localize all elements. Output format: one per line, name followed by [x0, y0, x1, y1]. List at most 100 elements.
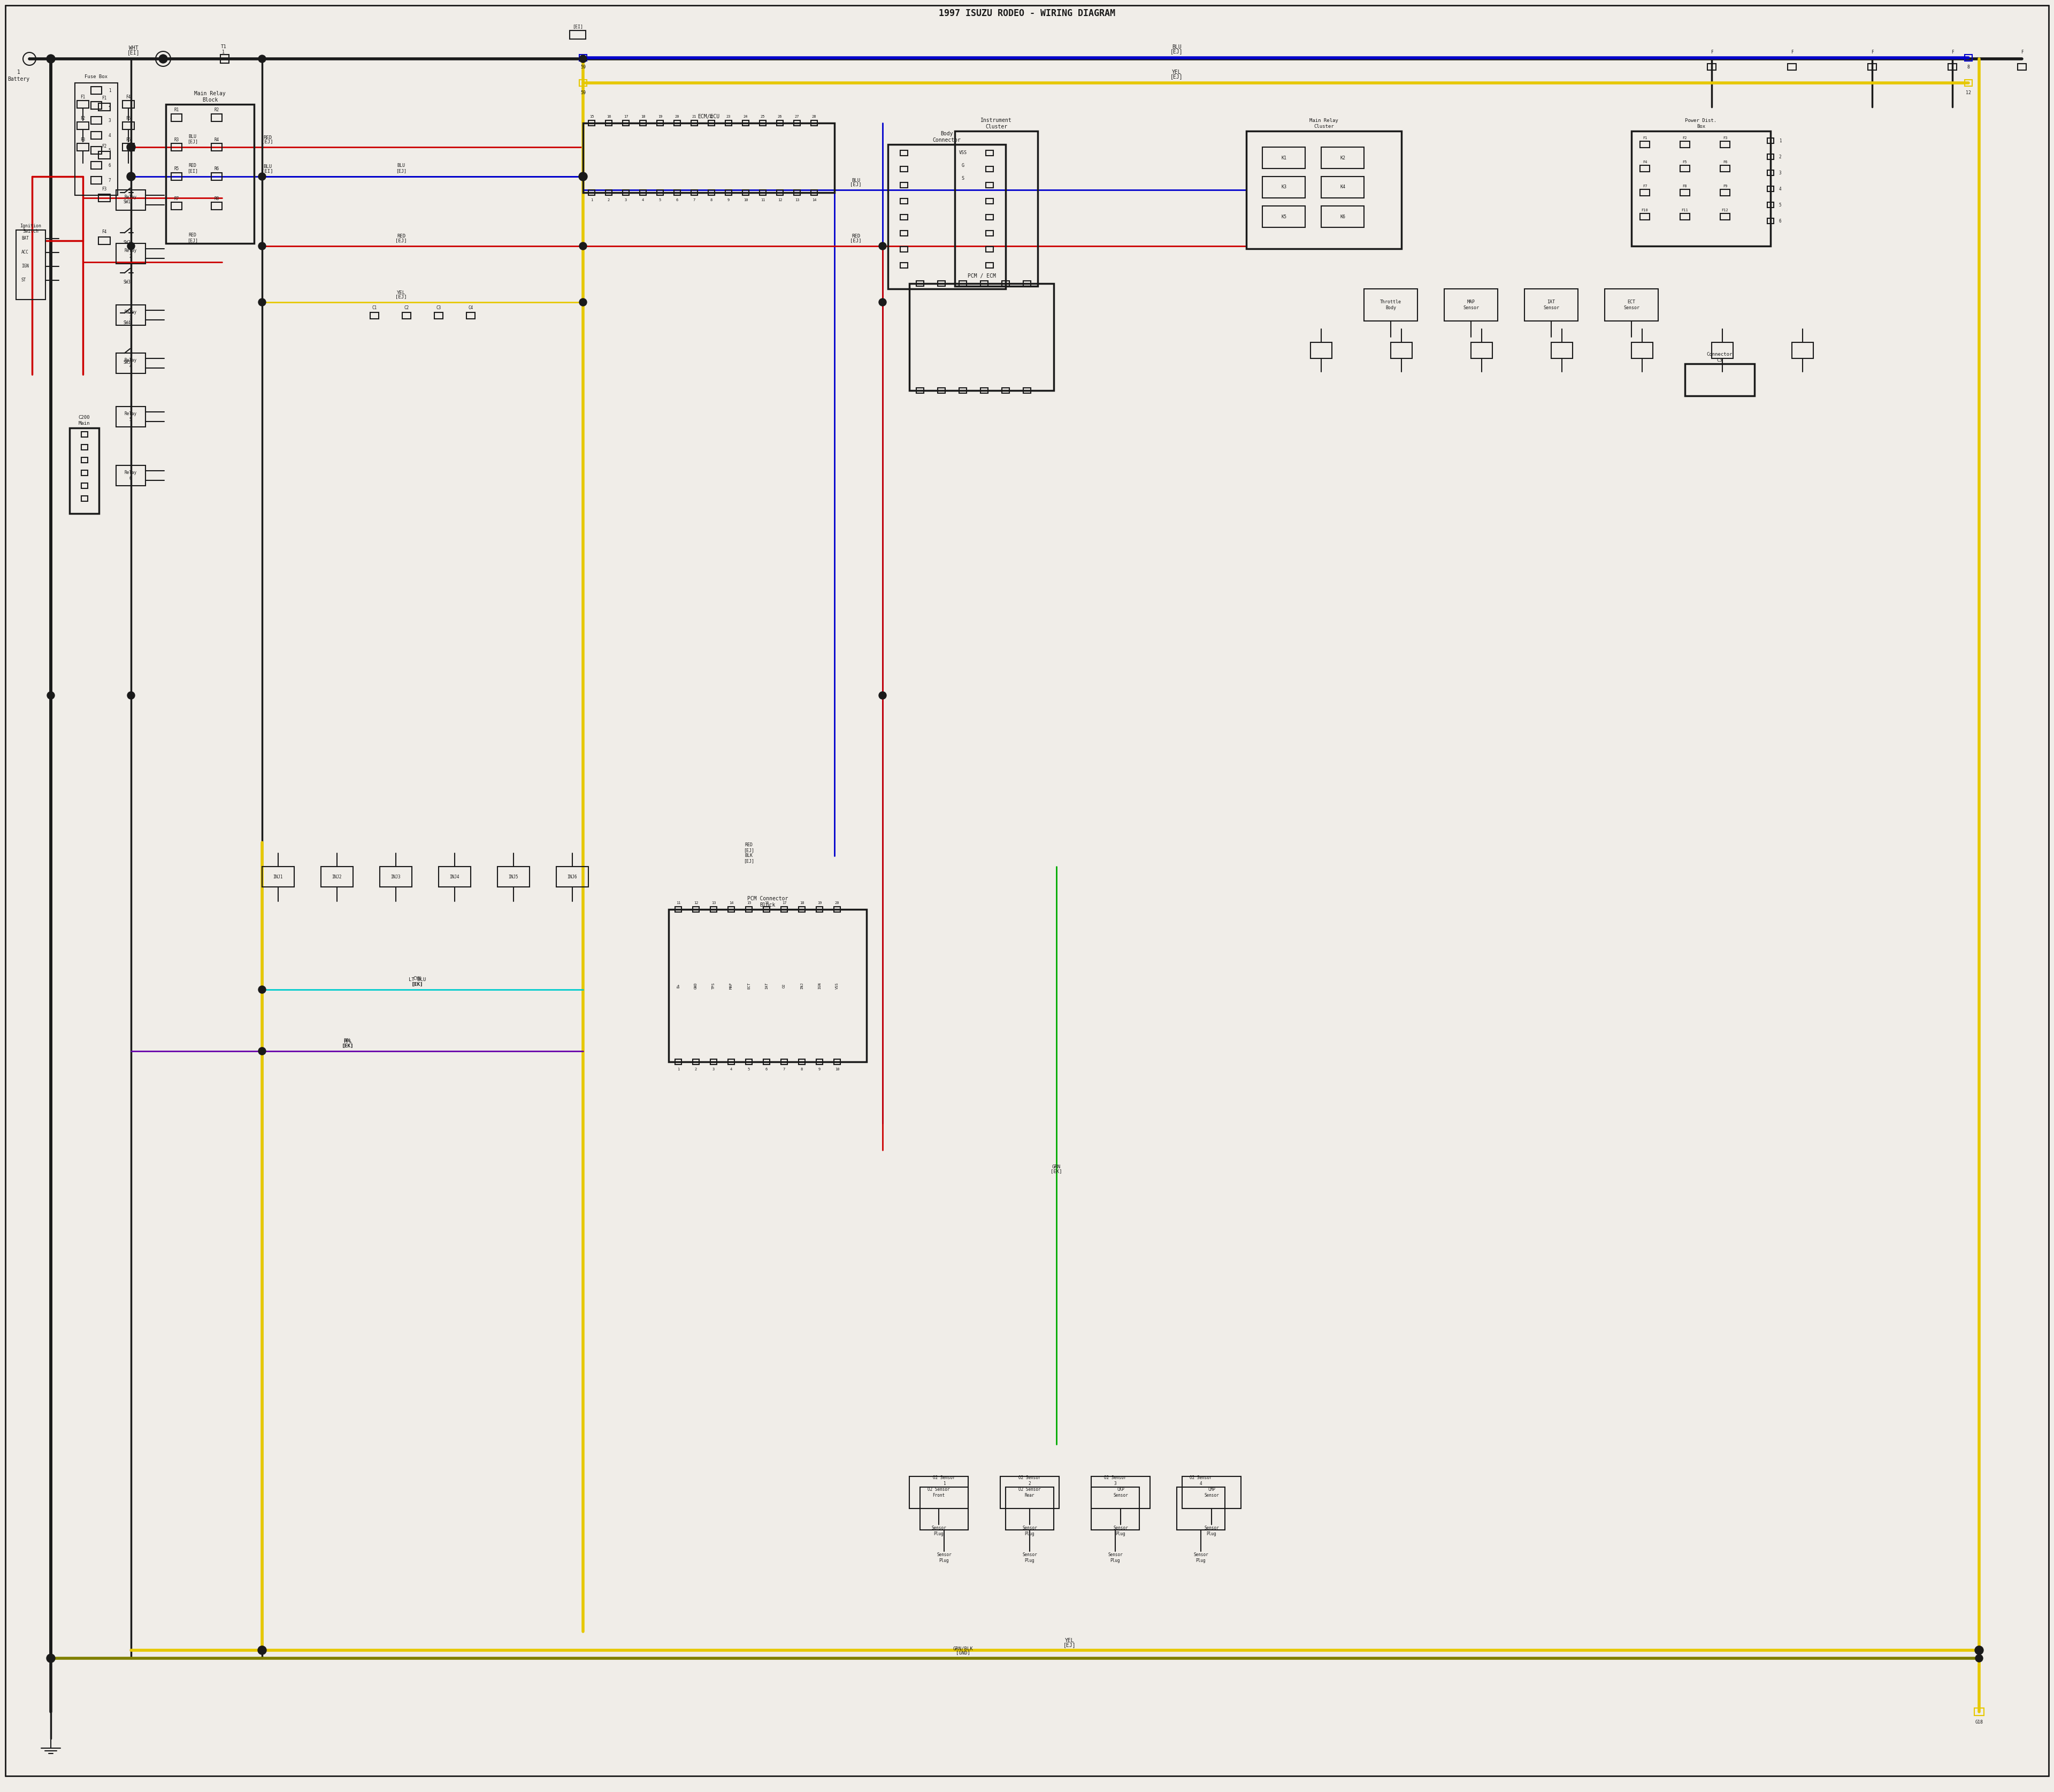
Bar [760, 120, 766, 125]
Bar [986, 231, 994, 237]
Bar [657, 120, 663, 125]
Text: 17: 17 [783, 901, 787, 905]
Text: SW5: SW5 [123, 360, 131, 366]
Bar [959, 281, 967, 287]
Bar [583, 124, 834, 192]
Text: F5: F5 [1682, 161, 1686, 163]
Bar [1684, 364, 1754, 396]
Text: 27: 27 [795, 115, 799, 118]
Circle shape [127, 242, 136, 249]
Bar [916, 281, 924, 287]
Bar [622, 120, 629, 125]
Text: SW4: SW4 [123, 321, 131, 324]
Text: 15: 15 [589, 115, 594, 118]
Bar [776, 190, 783, 195]
Text: Relay
1: Relay 1 [125, 195, 138, 206]
Bar [1707, 65, 1715, 70]
Text: 6: 6 [766, 1068, 768, 1072]
Text: Fuse Box: Fuse Box [84, 73, 107, 79]
Text: RED: RED [189, 163, 197, 168]
Bar [1604, 289, 1658, 321]
Text: K5: K5 [1282, 215, 1286, 219]
Bar [1639, 142, 1649, 147]
Text: Throttle
Body: Throttle Body [1380, 299, 1401, 310]
Bar [1680, 213, 1690, 220]
Bar [117, 190, 146, 210]
Bar [811, 120, 817, 125]
Text: 15: 15 [746, 901, 752, 905]
Bar [90, 86, 101, 95]
Bar [980, 281, 988, 287]
Bar [670, 909, 867, 1063]
Bar [1247, 131, 1401, 249]
Bar [1947, 65, 1957, 70]
Text: R2: R2 [214, 108, 220, 113]
Text: 9: 9 [727, 199, 729, 202]
Text: SW2: SW2 [123, 240, 131, 246]
Bar [90, 161, 101, 168]
Text: RED: RED [396, 235, 405, 238]
Circle shape [259, 1647, 267, 1654]
Text: Sensor
Plug: Sensor Plug [1023, 1552, 1037, 1563]
Text: 12: 12 [1966, 90, 1972, 95]
Bar [920, 1487, 967, 1530]
Bar [1091, 1477, 1150, 1509]
Text: 4: 4 [1779, 186, 1781, 192]
Bar [764, 907, 770, 912]
Text: PCM Connector
Block: PCM Connector Block [748, 896, 789, 909]
Text: Main Relay
Cluster: Main Relay Cluster [1310, 118, 1339, 129]
Text: INJ1: INJ1 [273, 874, 283, 880]
Text: 8: 8 [1968, 65, 1970, 70]
Text: [EJ]: [EJ] [744, 858, 754, 864]
Bar [557, 867, 587, 887]
Text: WHT: WHT [129, 45, 138, 50]
Bar [1000, 1477, 1060, 1509]
Text: 19: 19 [657, 115, 661, 118]
Bar [986, 183, 994, 188]
Bar [916, 387, 924, 392]
Circle shape [579, 172, 587, 181]
Bar [674, 120, 680, 125]
Bar [900, 151, 908, 156]
Bar [1974, 1708, 1984, 1715]
Text: 14: 14 [729, 901, 733, 905]
Bar [900, 263, 908, 269]
Text: Main Relay
Block: Main Relay Block [195, 91, 226, 102]
Circle shape [879, 299, 887, 306]
Text: PPL: PPL [343, 1039, 351, 1045]
Bar [117, 353, 146, 373]
Bar [99, 151, 111, 159]
Bar [403, 312, 411, 319]
Bar [80, 457, 88, 462]
Text: 16: 16 [606, 115, 610, 118]
Bar [1639, 190, 1649, 195]
Text: [EI]: [EI] [261, 168, 273, 174]
Text: RED: RED [746, 842, 754, 848]
Bar [1177, 1487, 1224, 1530]
Text: CKP
Sensor: CKP Sensor [1113, 1487, 1128, 1498]
Bar [1639, 165, 1649, 172]
Text: BLU: BLU [263, 165, 271, 168]
Text: [EK]: [EK] [413, 982, 423, 987]
Bar [90, 131, 101, 140]
Text: 14: 14 [811, 199, 815, 202]
Text: 19: 19 [817, 901, 822, 905]
Bar [986, 151, 994, 156]
Text: 5: 5 [109, 149, 111, 152]
Text: [EK]: [EK] [343, 1043, 353, 1048]
Text: YEL: YEL [396, 290, 405, 296]
Bar [900, 215, 908, 220]
Bar [370, 312, 378, 319]
Bar [78, 122, 88, 129]
Text: 7: 7 [109, 177, 111, 183]
Text: MAP: MAP [729, 982, 733, 989]
Circle shape [259, 1047, 265, 1055]
Text: BAT: BAT [21, 237, 29, 240]
Text: Power Dist.
Box: Power Dist. Box [1684, 118, 1717, 129]
Text: 1: 1 [16, 70, 21, 75]
Bar [78, 100, 88, 108]
Text: [EK]: [EK] [411, 982, 423, 987]
Bar [1471, 342, 1493, 358]
Bar [1680, 142, 1690, 147]
Text: O2 Sensor
2: O2 Sensor 2 [1019, 1475, 1041, 1486]
